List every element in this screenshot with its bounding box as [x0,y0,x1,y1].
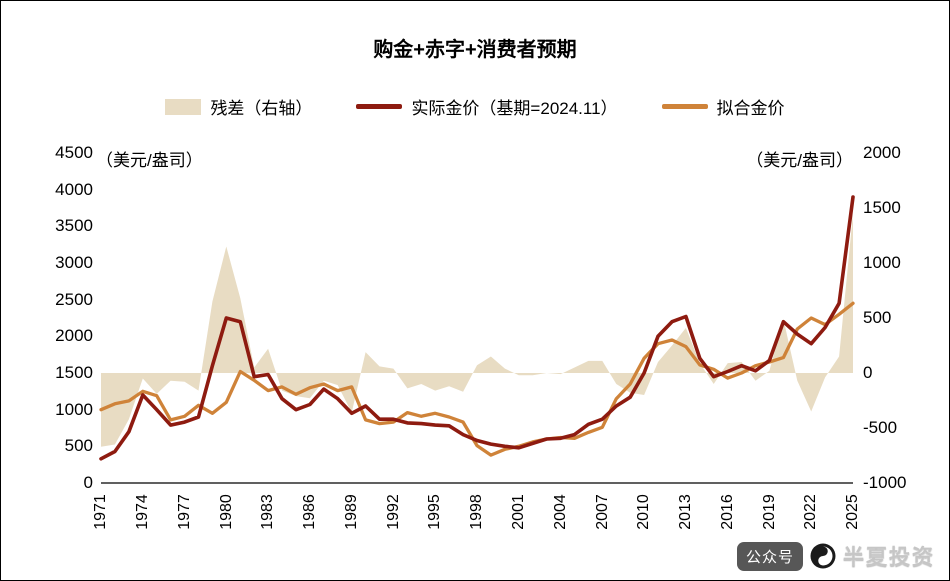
left-axis-tick: 2000 [55,326,93,346]
x-axis-tick: 1989 [342,494,360,530]
left-axis-tick: 2500 [55,289,93,309]
fitted-price-line [99,301,855,457]
right-axis-tick: -1000 [863,473,907,492]
legend-label-actual-price: 实际金价（基期=2024.11） [411,99,618,118]
legend-item-fitted-price: 拟合金价 [661,94,785,119]
chart-title: 购金+赤字+消费者预期 [373,39,577,61]
x-axis-tick: 1977 [175,494,193,530]
legend-swatch-residual [165,98,202,115]
x-axis-tick: 1995 [426,494,444,530]
right-axis-tick: 2000 [863,143,901,162]
wechat-official-account-badge: 公众号 [736,541,803,571]
actual-price-line [99,195,855,461]
x-axis-tick: 1998 [468,494,485,530]
left-axis-tick: 1500 [55,363,93,382]
watermark-brand-name: 半夏投资 [843,546,935,569]
right-axis-tick: 500 [863,308,892,327]
x-axis-tick: 2013 [676,494,694,530]
x-axis-tick: 1986 [300,494,318,530]
right-axis-tick: 1000 [863,253,901,272]
right-axis-ticks: 2000 1500 1000 500 0 -500 -1000 [863,143,927,492]
legend-swatch-fitted-price [661,104,708,109]
left-axis-tick: 3000 [55,253,93,272]
legend-item-residual: 残差（右轴） [165,94,312,119]
x-axis-tick: 1974 [133,494,151,530]
right-axis-tick: 1500 [863,198,901,217]
plot-area [99,195,855,484]
x-axis-tick: 2010 [635,494,653,530]
right-axis-tick: 0 [863,363,873,382]
legend-label-fitted-price: 拟合金价 [716,99,785,118]
left-axis-tick: 500 [64,436,93,456]
residual-area [101,213,853,447]
x-axis-tick: 2022 [802,494,820,530]
left-axis-tick: 3500 [55,216,93,236]
x-axis-tick: 2007 [593,494,611,530]
left-axis-tick: 4500 [55,143,93,162]
x-axis-tick: 1971 [92,494,109,530]
banxia-logo-icon [810,543,836,569]
left-axis-tick: 0 [83,473,93,492]
left-axis-ticks: 4500 4000 3500 3000 2500 2000 1500 1000 500 0 [35,143,93,492]
left-axis-unit-label: （美元/盎司） [96,151,203,170]
x-axis-tick: 1983 [259,494,277,530]
legend-swatch-actual-price [356,104,403,109]
watermark: 公众号 半夏投资 [736,541,935,571]
x-axis-tick: 2019 [760,494,778,530]
left-axis-tick: 1000 [55,399,93,419]
x-axis-tick: 1992 [384,494,402,530]
x-axis-tick: 1980 [217,494,235,530]
legend: 残差（右轴） 实际金价（基期=2024.11） 拟合金价 [1,94,949,119]
x-axis-tick: 2016 [718,494,736,530]
right-axis-tick: -500 [863,418,898,437]
legend-item-actual-price: 实际金价（基期=2024.11） [356,94,618,119]
right-axis-unit-label: （美元/盎司） [746,151,853,170]
x-axis-tick: 2004 [551,494,569,530]
x-axis-tick: 2001 [509,494,527,530]
x-axis-tick: 2025 [844,494,861,530]
left-axis-tick: 4000 [55,179,93,199]
legend-label-residual: 残差（右轴） [210,99,313,118]
